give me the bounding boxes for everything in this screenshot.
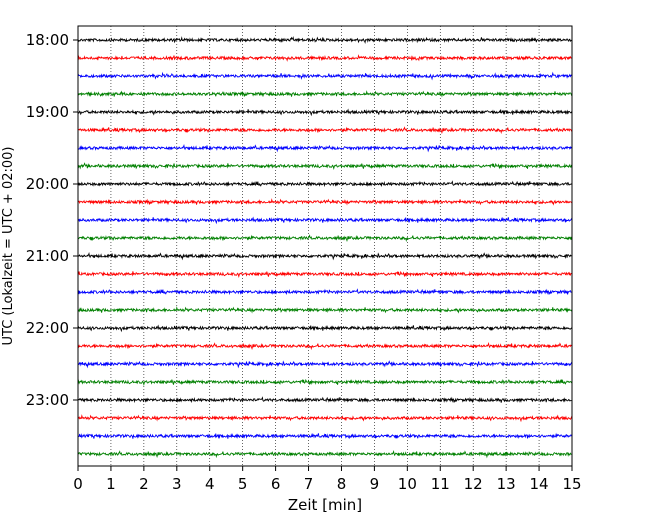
seismic-trace (77, 432, 573, 440)
seismic-trace (77, 288, 573, 296)
seismic-trace (77, 414, 573, 423)
seismic-trace (77, 342, 573, 351)
seismic-trace (77, 90, 573, 98)
x-tick-label: 6 (271, 475, 281, 493)
y-tick-label: 23:00 (26, 391, 69, 409)
y-tick-label: 18:00 (26, 31, 69, 49)
x-tick-label: 5 (238, 475, 248, 493)
y-tick-label: 20:00 (26, 175, 69, 193)
seismic-trace (77, 324, 573, 333)
seismic-trace (77, 270, 573, 279)
seismic-trace (77, 126, 573, 135)
seismic-trace (77, 36, 573, 44)
seismic-trace (77, 360, 573, 369)
seismic-traces (77, 36, 573, 459)
seismic-trace (77, 450, 573, 459)
x-tick-label: 7 (304, 475, 314, 493)
x-tick-label: 1 (106, 475, 116, 493)
seismic-trace (77, 180, 573, 188)
x-tick-label: 0 (73, 475, 83, 493)
seismic-trace (77, 306, 573, 314)
x-tick-label: 12 (464, 475, 483, 493)
y-tick-label: 22:00 (26, 319, 69, 337)
seismic-trace (77, 54, 573, 62)
x-tick-label: 2 (139, 475, 149, 493)
y-axis: 18:00 19:00 20:00 21:00 22:00 23:00 (26, 31, 78, 409)
seismic-trace (77, 234, 573, 243)
seismic-trace (77, 162, 573, 170)
x-tick-label: 3 (172, 475, 182, 493)
x-tick-label: 11 (431, 475, 450, 493)
seismic-trace (77, 108, 573, 117)
seismic-trace (77, 396, 573, 404)
seismic-trace (77, 198, 573, 206)
seismic-trace (77, 144, 573, 153)
x-tick-label: 14 (530, 475, 549, 493)
grid (110, 26, 540, 466)
seismic-trace (77, 252, 573, 261)
y-tick-label: 19:00 (26, 103, 69, 121)
x-tick-label: 8 (337, 475, 347, 493)
x-tick-label: 10 (398, 475, 417, 493)
seismic-trace (77, 71, 573, 81)
seismic-trace (77, 378, 573, 386)
x-tick-label: 4 (205, 475, 215, 493)
x-axis-label: Zeit [min] (288, 496, 362, 514)
x-tick-label: 9 (370, 475, 380, 493)
x-tick-label: 13 (497, 475, 516, 493)
x-axis: 0 1 2 3 4 5 6 7 8 9 10 11 12 13 14 15 (73, 466, 582, 493)
plot-frame (77, 25, 573, 467)
y-axis-label: UTC (Lokalzeit = UTC + 02:00) (1, 147, 16, 346)
x-tick-label: 15 (562, 475, 581, 493)
seismic-trace (77, 216, 573, 225)
y-tick-label: 21:00 (26, 247, 69, 265)
